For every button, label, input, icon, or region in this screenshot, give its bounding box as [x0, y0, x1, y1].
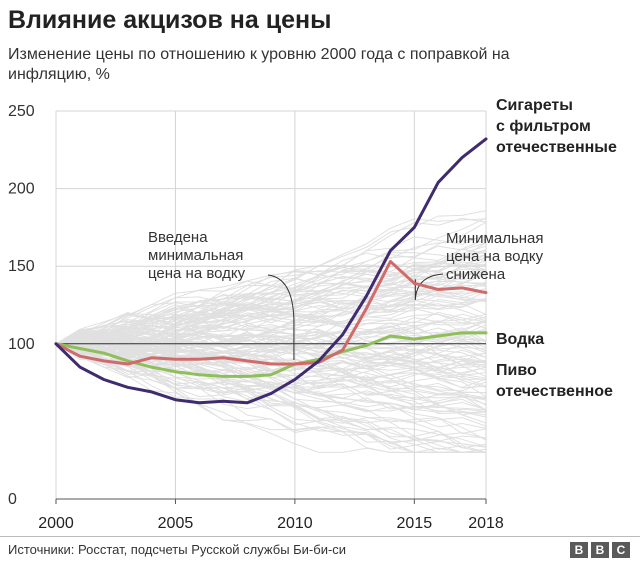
annotation-text: Введена — [148, 229, 208, 246]
annotation-text: Минимальная — [446, 230, 544, 247]
bbc-logo-letter: B — [570, 542, 588, 558]
annotation-leader — [267, 274, 295, 360]
y-tick-label: 200 — [8, 181, 35, 198]
series-line — [54, 331, 488, 378]
y-tick-label: 0 — [8, 491, 17, 508]
series-label: отечественное — [496, 383, 613, 400]
x-tick-label: 2015 — [397, 515, 433, 532]
annotation-text: цена на водку — [446, 248, 544, 265]
bbc-logo-letter: C — [612, 542, 630, 558]
annotation-leader — [414, 273, 444, 301]
series-label: с фильтром — [496, 118, 591, 135]
bbc-logo-letter: B — [591, 542, 609, 558]
x-tick-label: 2000 — [38, 515, 74, 532]
series-label: Пиво — [496, 362, 537, 379]
x-tick-label: 2010 — [277, 515, 313, 532]
y-tick-label: 150 — [8, 258, 35, 275]
y-tick-label: 250 — [8, 103, 35, 120]
series-label: отечественные — [496, 139, 617, 156]
y-tick-label: 100 — [8, 336, 35, 353]
chart-subtitle: Изменение цены по отношению к уровню 200… — [8, 46, 510, 83]
source-note: Источники: Росстат, подсчеты Русской слу… — [8, 542, 347, 557]
series-line — [54, 260, 488, 366]
line-chart: 0 100 150 200 250 2000 2005 2010 2015 2018 Введена… — [8, 97, 617, 532]
series-line — [54, 137, 488, 405]
annotation-text: снижена — [446, 266, 506, 283]
x-tick-label: 2018 — [468, 515, 504, 532]
annotation-text: минимальная — [148, 247, 243, 264]
annotation-text: цена на водку — [148, 265, 246, 282]
series-label: Водка — [496, 331, 544, 348]
series-label: Сигареты — [496, 97, 573, 114]
chart-title: Влияние акцизов на цены — [8, 6, 332, 34]
bbc-logo: B B C — [570, 542, 630, 558]
x-tick-label: 2005 — [158, 515, 194, 532]
footer-divider — [0, 536, 640, 537]
